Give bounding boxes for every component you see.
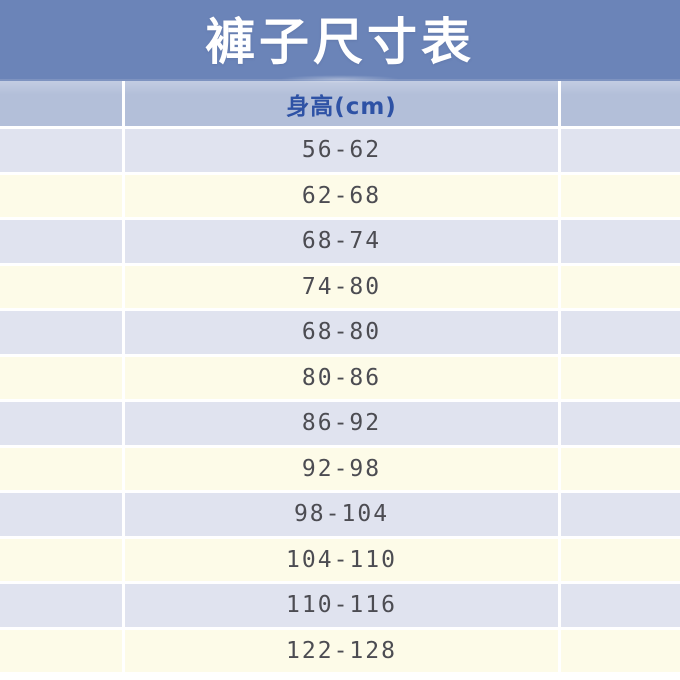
row-cell-right	[561, 584, 680, 627]
bottom-white-margin	[0, 672, 680, 680]
table-row: 110-116	[0, 581, 680, 627]
table-row: 122-128	[0, 626, 680, 672]
row-cell-left	[0, 356, 122, 399]
row-cell-right	[561, 493, 680, 536]
row-cell-height: 56-62	[125, 129, 558, 172]
table-row: 68-80	[0, 308, 680, 354]
row-cell-height: 62-68	[125, 174, 558, 217]
row-cell-left	[0, 220, 122, 263]
height-range-value: 98-104	[293, 501, 390, 528]
header-cell-height: 身高(cm)	[125, 81, 558, 126]
table-row: 62-68	[0, 171, 680, 217]
table-row: 92-98	[0, 444, 680, 490]
header-cell-right-spacer	[561, 81, 680, 126]
height-range-value: 74-80	[301, 273, 382, 300]
row-cell-right	[561, 538, 680, 581]
row-cell-left	[0, 584, 122, 627]
row-cell-right	[561, 629, 680, 672]
row-cell-left	[0, 493, 122, 536]
row-cell-right	[561, 356, 680, 399]
height-range-value: 68-74	[301, 228, 382, 255]
row-cell-right	[561, 174, 680, 217]
row-cell-left	[0, 311, 122, 354]
row-cell-right	[561, 265, 680, 308]
page-title: 褲子尺寸表	[205, 12, 475, 71]
row-cell-height: 74-80	[125, 265, 558, 308]
row-cell-left	[0, 402, 122, 445]
table-header-row: 身高(cm)	[0, 81, 680, 126]
row-cell-right	[561, 311, 680, 354]
row-cell-height: 80-86	[125, 356, 558, 399]
row-cell-right	[561, 402, 680, 445]
row-cell-left	[0, 538, 122, 581]
height-range-value: 122-128	[286, 637, 397, 664]
height-range-value: 56-62	[301, 137, 382, 164]
table-row: 86-92	[0, 399, 680, 445]
header-cell-left-spacer	[0, 81, 122, 126]
row-cell-height: 104-110	[125, 538, 558, 581]
height-range-value: 92-98	[301, 455, 382, 482]
height-range-value: 80-86	[301, 364, 382, 391]
table-row: 56-62	[0, 126, 680, 172]
row-cell-height: 110-116	[125, 584, 558, 627]
row-cell-right	[561, 220, 680, 263]
row-cell-height: 98-104	[125, 493, 558, 536]
row-cell-right	[561, 129, 680, 172]
row-cell-height: 68-74	[125, 220, 558, 263]
row-cell-left	[0, 629, 122, 672]
row-cell-height: 92-98	[125, 447, 558, 490]
height-column-label: 身高(cm)	[286, 93, 397, 120]
row-cell-left	[0, 265, 122, 308]
row-cell-right	[561, 447, 680, 490]
table-row: 98-104	[0, 490, 680, 536]
row-cell-height: 68-80	[125, 311, 558, 354]
row-cell-left	[0, 447, 122, 490]
height-range-value: 68-80	[301, 319, 382, 346]
row-cell-left	[0, 174, 122, 217]
height-range-value: 86-92	[301, 410, 382, 437]
row-cell-left	[0, 129, 122, 172]
table-row: 68-74	[0, 217, 680, 263]
title-banner: 褲子尺寸表	[0, 0, 680, 81]
height-range-value: 104-110	[286, 546, 397, 573]
row-cell-height: 86-92	[125, 402, 558, 445]
height-range-value: 110-116	[286, 592, 397, 619]
table-row: 80-86	[0, 353, 680, 399]
table-row: 104-110	[0, 535, 680, 581]
table-row: 74-80	[0, 262, 680, 308]
row-cell-height: 122-128	[125, 629, 558, 672]
height-range-value: 62-68	[301, 182, 382, 209]
